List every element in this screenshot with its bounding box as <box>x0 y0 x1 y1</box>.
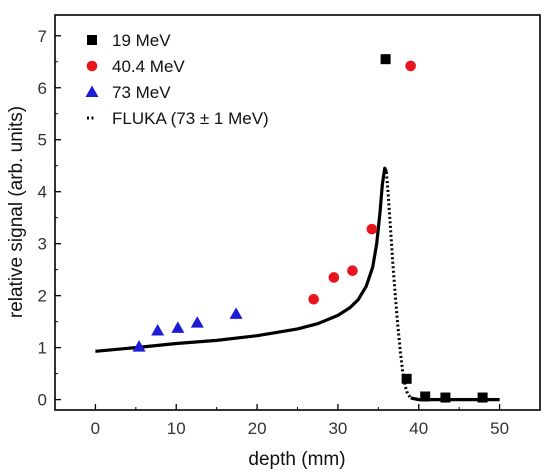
legend-label: FLUKA (73 ± 1 MeV) <box>112 109 269 128</box>
y-tick-label: 5 <box>38 131 47 150</box>
circle-data-point <box>347 265 358 277</box>
legend-label: 73 MeV <box>112 83 171 102</box>
y-tick-label: 1 <box>38 339 47 358</box>
y-axis: 0 1 2 3 4 5 6 7 <box>38 27 61 410</box>
circle-data-point <box>328 272 340 283</box>
legend-circle-icon <box>86 60 98 72</box>
y-tick-label: 2 <box>38 287 47 306</box>
triangle-data-point <box>190 316 204 328</box>
fluka-falloff-line <box>384 171 412 399</box>
circle-data-point <box>405 60 416 72</box>
square-data-point <box>401 373 412 384</box>
square-data-point <box>420 391 431 402</box>
x-axis: 0 10 20 30 40 50 <box>91 404 509 438</box>
legend-label: 40.4 MeV <box>112 57 185 76</box>
legend-label: 19 MeV <box>112 31 171 50</box>
square-data-point <box>380 54 391 65</box>
triangle-data-point <box>229 307 243 319</box>
circle-data-point <box>366 223 378 235</box>
x-tick-label: 10 <box>167 419 186 438</box>
x-axis-title: depth (mm) <box>248 449 345 470</box>
y-tick-label: 6 <box>38 79 47 98</box>
triangle-data-point <box>171 321 185 333</box>
y-tick-label: 7 <box>38 27 47 46</box>
circle-data-point <box>308 293 319 305</box>
x-tick-label: 0 <box>91 419 100 438</box>
y-tick-label: 3 <box>38 235 47 254</box>
y-axis-title: relative signal (arb. units) <box>6 106 27 318</box>
y-tick-label: 0 <box>38 391 47 410</box>
legend: 19 MeV 40.4 MeV 73 MeV FLUKA (73 ± 1 MeV) <box>85 31 269 128</box>
fluka-curve <box>95 166 500 402</box>
data-points <box>132 54 488 403</box>
legend-square-icon <box>87 35 97 45</box>
x-tick-label: 50 <box>490 419 509 438</box>
fluka-rise-line <box>95 166 388 353</box>
y-tick-label: 4 <box>38 183 47 202</box>
square-data-point <box>440 392 451 403</box>
x-tick-label: 30 <box>328 419 347 438</box>
triangle-data-point <box>132 340 146 352</box>
legend-triangle-icon <box>85 85 99 97</box>
x-tick-label: 40 <box>409 419 428 438</box>
x-tick-label: 20 <box>248 419 267 438</box>
square-data-point <box>477 392 488 403</box>
triangle-data-point <box>151 323 165 336</box>
